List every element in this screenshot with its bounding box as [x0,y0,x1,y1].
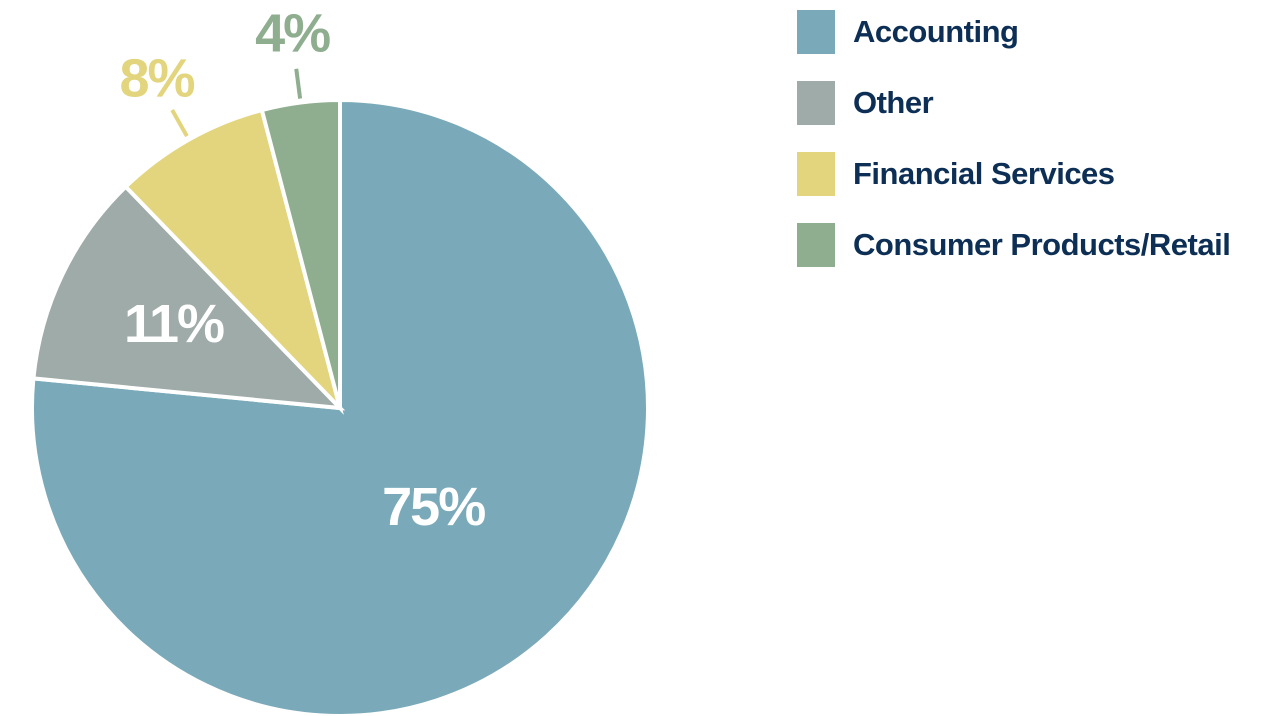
slice-label: 75% [382,477,485,537]
legend-swatch [797,10,835,54]
legend-swatch [797,223,835,267]
pie-slice [31,183,346,411]
pie-slice [122,107,344,415]
legend-label: Financial Services [853,156,1115,191]
slice-label: 4% [255,3,330,63]
slice-label: 8% [119,48,194,108]
legend-label: Consumer Products/Retail [853,227,1230,262]
legend-label: Accounting [853,14,1019,49]
pie-slice [30,97,650,716]
legend-label: Other [853,85,934,120]
leader-line [170,109,189,138]
slice-label: 11% [124,294,224,354]
pie-slice [259,97,342,409]
legend-swatch [797,81,835,125]
leader-line [294,68,303,99]
legend-swatch [797,152,835,196]
